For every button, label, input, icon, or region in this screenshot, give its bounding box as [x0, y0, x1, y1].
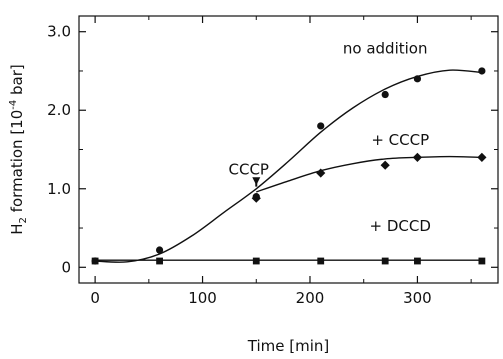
axis-ticks: 0 100 200 300 0 1.0 2.0 3.0: [47, 16, 498, 307]
x-tick-label: 200: [296, 289, 325, 307]
series-2-point: [478, 257, 486, 265]
series-2-point: [317, 257, 325, 265]
series-2-point: [91, 257, 99, 265]
annotations: no addition + CCCP + DCCD CCCP: [229, 40, 431, 235]
series-1-point: [380, 160, 390, 170]
series-0-point: [317, 122, 325, 130]
annotation-arrow-head: [252, 177, 261, 186]
plot-border: [78, 15, 499, 284]
series-2-point: [156, 257, 163, 265]
series-markers: [91, 67, 487, 265]
y-axis-title: H2 formation [10-4 bar]: [8, 64, 29, 235]
annotation-label: + DCCD: [370, 217, 431, 235]
y-tick-label: 1.0: [47, 180, 71, 198]
series-0-point: [155, 246, 164, 254]
y-tick-label: 2.0: [47, 101, 71, 119]
series-1-point: [251, 193, 261, 203]
x-axis-title: Time [min]: [247, 337, 329, 355]
annotation-label: CCCP: [229, 161, 269, 179]
series-0-point: [381, 90, 389, 99]
series-0-point: [478, 67, 486, 75]
x-tick-label: 100: [188, 289, 217, 307]
y-tick-label: 0: [61, 258, 71, 276]
y-axis-title-sub: 2: [18, 217, 29, 223]
series-1-point: [477, 152, 487, 162]
y-axis-title-sup: -4: [8, 100, 19, 110]
series-1-point: [412, 152, 423, 162]
x-tick-label: 0: [90, 289, 100, 307]
y-axis-title-rest: formation [10: [8, 110, 26, 217]
series-1-curve: [256, 155, 482, 193]
series-0-point: [413, 75, 422, 83]
annotation-label: + CCCP: [371, 131, 429, 149]
y-axis-title-end: bar]: [8, 64, 26, 100]
plot-frame: [78, 15, 499, 284]
series-2-point: [381, 257, 389, 265]
x-tick-label: 300: [403, 289, 432, 307]
series-2-point: [414, 257, 421, 265]
series-1-point: [316, 168, 326, 178]
series-2-point: [252, 257, 260, 265]
y-tick-label: 3.0: [47, 23, 71, 41]
annotation-label: no addition: [343, 40, 428, 58]
y-axis-title-main: H: [8, 223, 26, 234]
